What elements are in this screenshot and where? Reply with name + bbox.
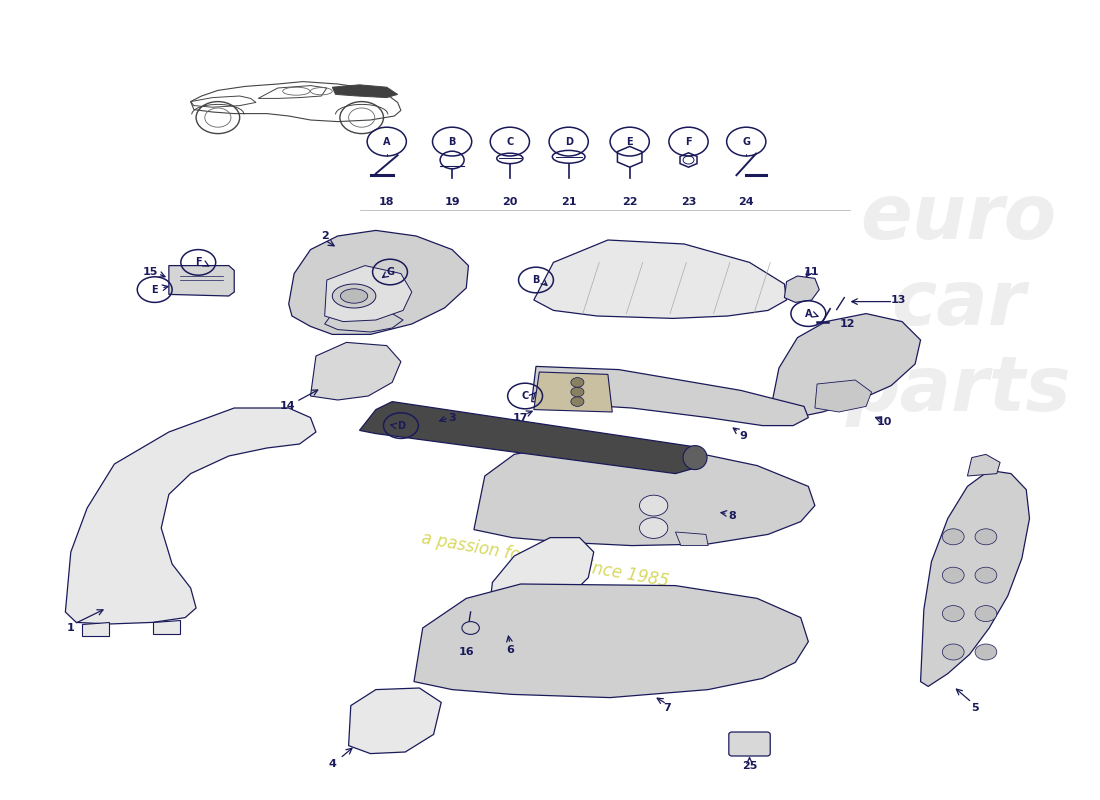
Polygon shape bbox=[65, 408, 316, 624]
Polygon shape bbox=[531, 366, 808, 426]
Polygon shape bbox=[81, 622, 109, 636]
Text: 6: 6 bbox=[506, 645, 514, 654]
Polygon shape bbox=[360, 402, 706, 474]
Polygon shape bbox=[324, 266, 411, 322]
Polygon shape bbox=[324, 312, 403, 332]
Text: F: F bbox=[685, 137, 692, 146]
Ellipse shape bbox=[552, 150, 585, 163]
Ellipse shape bbox=[340, 289, 367, 303]
Circle shape bbox=[639, 495, 668, 516]
Polygon shape bbox=[474, 442, 815, 546]
Polygon shape bbox=[153, 620, 179, 634]
Text: 17: 17 bbox=[513, 413, 528, 422]
Circle shape bbox=[943, 529, 964, 545]
Circle shape bbox=[943, 606, 964, 622]
Text: 7: 7 bbox=[663, 703, 671, 713]
Text: 15: 15 bbox=[143, 267, 158, 277]
Text: 19: 19 bbox=[444, 197, 460, 206]
Polygon shape bbox=[675, 532, 708, 546]
Circle shape bbox=[975, 567, 997, 583]
Text: 2: 2 bbox=[321, 231, 329, 241]
Text: 1: 1 bbox=[67, 623, 75, 633]
Text: 14: 14 bbox=[279, 402, 296, 411]
Text: euro
car
parts: euro car parts bbox=[846, 182, 1071, 426]
Polygon shape bbox=[349, 688, 441, 754]
Text: 12: 12 bbox=[839, 319, 856, 329]
Text: C: C bbox=[521, 391, 529, 401]
Circle shape bbox=[975, 644, 997, 660]
Text: B: B bbox=[449, 137, 455, 146]
Polygon shape bbox=[488, 538, 594, 626]
Text: 11: 11 bbox=[804, 267, 820, 277]
Text: 21: 21 bbox=[561, 197, 576, 206]
Text: 13: 13 bbox=[891, 295, 906, 305]
Ellipse shape bbox=[332, 284, 376, 308]
Text: 16: 16 bbox=[459, 647, 474, 657]
Circle shape bbox=[943, 644, 964, 660]
Text: 25: 25 bbox=[741, 762, 757, 771]
Circle shape bbox=[571, 397, 584, 406]
Text: D: D bbox=[397, 421, 405, 430]
Text: 9: 9 bbox=[739, 431, 747, 441]
Text: 5: 5 bbox=[971, 703, 979, 713]
Polygon shape bbox=[534, 240, 786, 318]
Polygon shape bbox=[815, 380, 871, 412]
Polygon shape bbox=[414, 584, 808, 698]
Text: E: E bbox=[152, 285, 158, 294]
Text: 3: 3 bbox=[449, 413, 455, 422]
Circle shape bbox=[571, 387, 584, 397]
Text: 23: 23 bbox=[681, 197, 696, 206]
Ellipse shape bbox=[497, 153, 522, 164]
Polygon shape bbox=[534, 372, 613, 412]
Text: F: F bbox=[195, 258, 201, 267]
Circle shape bbox=[975, 606, 997, 622]
Text: 4: 4 bbox=[328, 759, 337, 769]
Circle shape bbox=[462, 622, 480, 634]
Text: G: G bbox=[386, 267, 394, 277]
Polygon shape bbox=[169, 266, 234, 296]
Text: 10: 10 bbox=[877, 418, 892, 427]
Text: G: G bbox=[742, 137, 750, 146]
Polygon shape bbox=[967, 454, 1000, 476]
FancyBboxPatch shape bbox=[729, 732, 770, 756]
Polygon shape bbox=[493, 620, 522, 632]
Polygon shape bbox=[784, 276, 820, 302]
Text: A: A bbox=[804, 309, 812, 318]
Circle shape bbox=[975, 529, 997, 545]
Text: 24: 24 bbox=[738, 197, 755, 206]
Text: E: E bbox=[626, 137, 632, 146]
Polygon shape bbox=[617, 146, 642, 167]
Text: C: C bbox=[506, 137, 514, 146]
Polygon shape bbox=[332, 85, 397, 98]
Polygon shape bbox=[680, 153, 697, 167]
Text: 18: 18 bbox=[379, 197, 395, 206]
Circle shape bbox=[943, 567, 964, 583]
Circle shape bbox=[571, 378, 584, 387]
Text: B: B bbox=[532, 275, 540, 285]
Polygon shape bbox=[921, 470, 1030, 686]
Polygon shape bbox=[768, 314, 921, 422]
Ellipse shape bbox=[683, 446, 707, 470]
Polygon shape bbox=[288, 230, 469, 334]
Text: a passion for parts since 1985: a passion for parts since 1985 bbox=[419, 530, 670, 590]
Circle shape bbox=[440, 151, 464, 169]
Text: D: D bbox=[564, 137, 573, 146]
Polygon shape bbox=[310, 342, 400, 400]
Text: 20: 20 bbox=[503, 197, 517, 206]
Text: 22: 22 bbox=[621, 197, 637, 206]
Text: A: A bbox=[383, 137, 390, 146]
Circle shape bbox=[639, 518, 668, 538]
Text: 8: 8 bbox=[728, 511, 736, 521]
